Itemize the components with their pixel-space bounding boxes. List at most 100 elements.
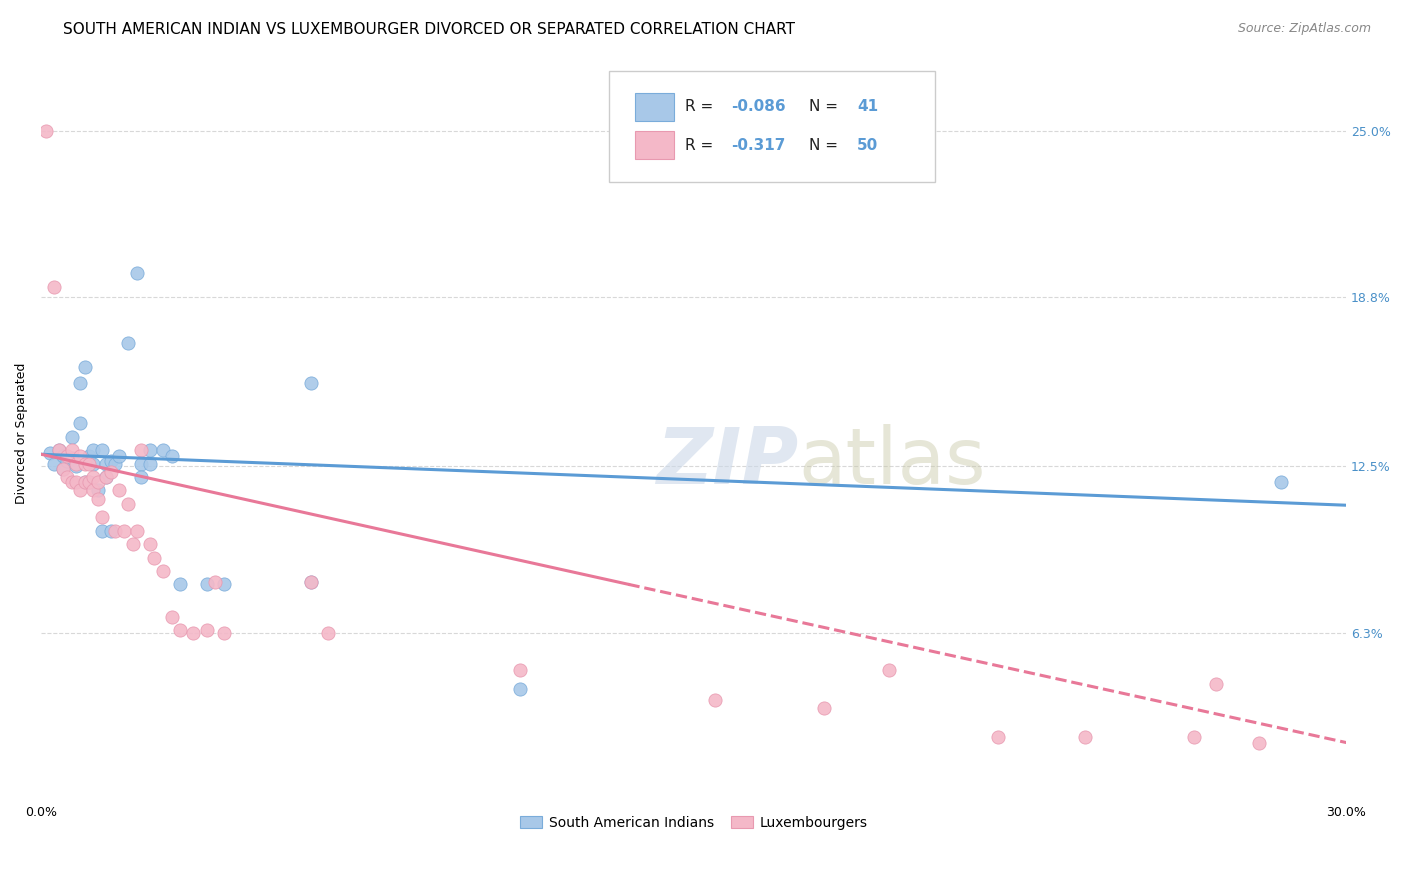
Point bbox=[82, 457, 104, 471]
Point bbox=[704, 692, 727, 706]
Point bbox=[82, 443, 104, 458]
Point bbox=[299, 376, 322, 391]
Text: ZIP: ZIP bbox=[655, 425, 799, 500]
Point bbox=[813, 700, 835, 714]
Point bbox=[60, 430, 83, 444]
Point bbox=[139, 443, 162, 458]
Point bbox=[1182, 730, 1205, 744]
Point bbox=[91, 443, 114, 458]
Point bbox=[52, 462, 75, 476]
Point bbox=[96, 457, 118, 471]
Text: 50: 50 bbox=[856, 137, 879, 153]
Point bbox=[77, 475, 100, 490]
Point bbox=[1074, 730, 1097, 744]
Point bbox=[73, 475, 96, 490]
Point bbox=[129, 443, 152, 458]
Point bbox=[204, 574, 226, 589]
Point bbox=[509, 663, 531, 677]
Point bbox=[104, 524, 127, 538]
Point bbox=[100, 524, 122, 538]
Point bbox=[1205, 676, 1227, 690]
Text: R =: R = bbox=[685, 137, 723, 153]
Point bbox=[195, 623, 218, 637]
Point bbox=[112, 524, 135, 538]
FancyBboxPatch shape bbox=[609, 71, 935, 182]
Text: 41: 41 bbox=[856, 99, 877, 114]
Point bbox=[91, 510, 114, 524]
Point bbox=[129, 470, 152, 484]
Point bbox=[44, 279, 66, 293]
Point bbox=[169, 577, 191, 591]
Point bbox=[100, 454, 122, 468]
Point bbox=[73, 360, 96, 375]
Point bbox=[48, 443, 70, 458]
Point bbox=[69, 449, 91, 463]
Point bbox=[117, 335, 139, 350]
Point bbox=[121, 537, 143, 551]
Point bbox=[73, 457, 96, 471]
Point bbox=[100, 465, 122, 479]
Point bbox=[60, 475, 83, 490]
Point bbox=[152, 443, 174, 458]
Point bbox=[108, 449, 131, 463]
Point bbox=[1249, 735, 1271, 749]
Point bbox=[69, 376, 91, 391]
Point bbox=[160, 449, 183, 463]
Point bbox=[82, 470, 104, 484]
Point bbox=[87, 491, 110, 506]
Point bbox=[987, 730, 1010, 744]
Point bbox=[56, 470, 79, 484]
Point bbox=[125, 524, 148, 538]
Point bbox=[69, 483, 91, 498]
Point bbox=[183, 625, 205, 640]
Point bbox=[38, 446, 60, 460]
Point bbox=[34, 124, 56, 138]
Point bbox=[65, 475, 87, 490]
Point bbox=[77, 449, 100, 463]
Point bbox=[77, 475, 100, 490]
Point bbox=[48, 443, 70, 458]
Text: N =: N = bbox=[808, 99, 842, 114]
Point bbox=[169, 623, 191, 637]
Point bbox=[87, 483, 110, 498]
Point bbox=[160, 609, 183, 624]
Point bbox=[65, 459, 87, 474]
FancyBboxPatch shape bbox=[636, 131, 673, 159]
Point bbox=[91, 524, 114, 538]
Point bbox=[60, 451, 83, 466]
Text: -0.086: -0.086 bbox=[731, 99, 786, 114]
Point bbox=[44, 457, 66, 471]
Point bbox=[69, 417, 91, 431]
Point bbox=[65, 457, 87, 471]
Point bbox=[77, 457, 100, 471]
Y-axis label: Divorced or Separated: Divorced or Separated bbox=[15, 362, 28, 503]
Point bbox=[212, 625, 235, 640]
Point bbox=[195, 577, 218, 591]
Point bbox=[56, 454, 79, 468]
Point bbox=[60, 443, 83, 458]
Point bbox=[299, 574, 322, 589]
Point bbox=[82, 483, 104, 498]
Point bbox=[56, 449, 79, 463]
Text: atlas: atlas bbox=[799, 425, 986, 500]
Point bbox=[139, 537, 162, 551]
Point bbox=[1270, 475, 1292, 490]
Point bbox=[52, 462, 75, 476]
Point bbox=[139, 457, 162, 471]
Point bbox=[152, 564, 174, 578]
Point bbox=[104, 457, 127, 471]
Text: -0.317: -0.317 bbox=[731, 137, 786, 153]
Point bbox=[87, 475, 110, 490]
Point bbox=[509, 681, 531, 696]
Text: N =: N = bbox=[808, 137, 842, 153]
Point bbox=[125, 266, 148, 280]
Point bbox=[212, 577, 235, 591]
Legend: South American Indians, Luxembourgers: South American Indians, Luxembourgers bbox=[515, 810, 873, 835]
FancyBboxPatch shape bbox=[636, 93, 673, 120]
Point bbox=[143, 550, 166, 565]
Point bbox=[96, 470, 118, 484]
Text: SOUTH AMERICAN INDIAN VS LUXEMBOURGER DIVORCED OR SEPARATED CORRELATION CHART: SOUTH AMERICAN INDIAN VS LUXEMBOURGER DI… bbox=[63, 22, 796, 37]
Point bbox=[318, 625, 340, 640]
Point bbox=[96, 470, 118, 484]
Point bbox=[117, 497, 139, 511]
